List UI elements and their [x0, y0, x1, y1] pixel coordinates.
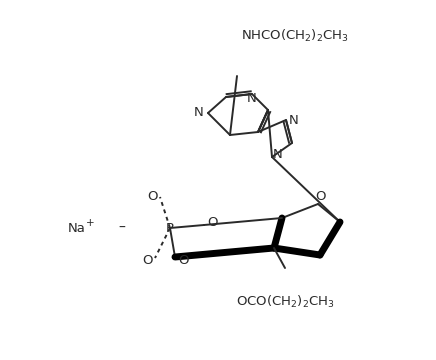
- Text: +: +: [86, 218, 95, 228]
- Text: N: N: [194, 107, 204, 120]
- Text: N: N: [247, 93, 257, 105]
- Text: O: O: [142, 253, 152, 266]
- Text: N: N: [289, 113, 299, 126]
- Text: O: O: [207, 216, 217, 230]
- Text: NHCO(CH$_2$)$_2$CH$_3$: NHCO(CH$_2$)$_2$CH$_3$: [241, 28, 349, 44]
- Text: OCO(CH$_2$)$_2$CH$_3$: OCO(CH$_2$)$_2$CH$_3$: [235, 294, 334, 310]
- Text: N: N: [273, 148, 283, 161]
- Text: P: P: [166, 221, 174, 234]
- Text: O: O: [315, 189, 325, 202]
- Text: Na: Na: [68, 221, 86, 234]
- Text: –: –: [119, 221, 126, 235]
- Text: O: O: [147, 190, 157, 203]
- Text: O: O: [178, 255, 188, 267]
